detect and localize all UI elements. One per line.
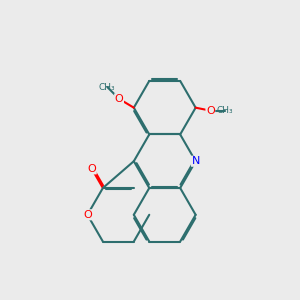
Text: O: O [88,164,96,174]
Text: O: O [206,106,215,116]
Text: CH₃: CH₃ [217,106,233,115]
Text: O: O [115,94,124,104]
Text: O: O [83,210,92,220]
Text: N: N [191,156,200,166]
Text: CH₃: CH₃ [99,82,116,91]
